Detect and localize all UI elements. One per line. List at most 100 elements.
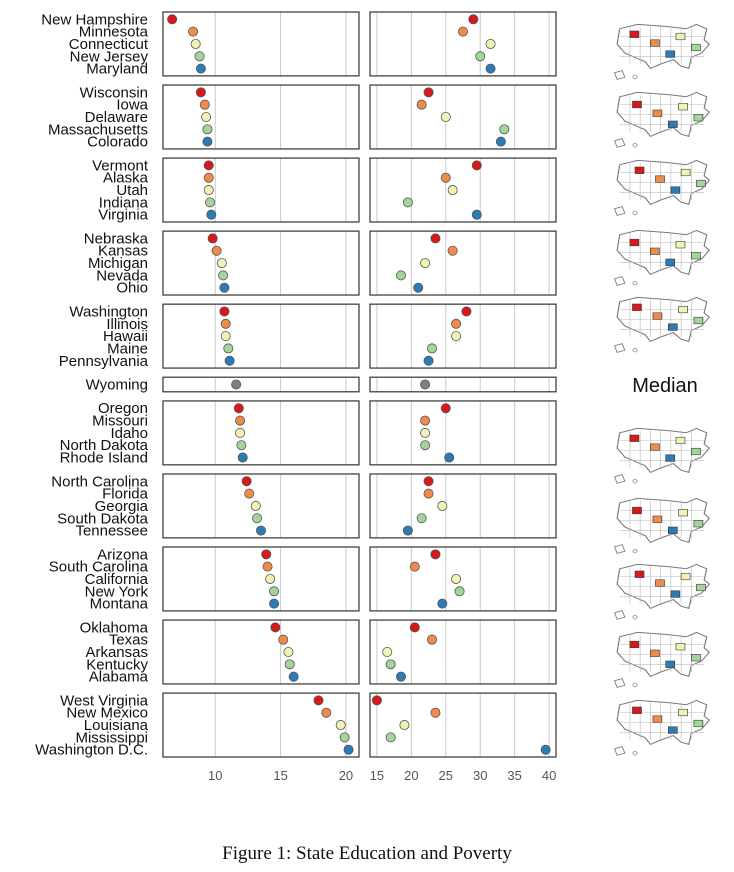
data-point (409, 561, 420, 572)
highlighted-state (632, 100, 642, 109)
data-point (495, 136, 506, 147)
group-band (370, 693, 556, 757)
data-point (426, 343, 437, 354)
highlighted-state (665, 660, 676, 668)
data-point (206, 209, 217, 220)
state-label: Arizona (97, 546, 149, 563)
data-point (402, 525, 413, 536)
data-point (395, 671, 406, 682)
state-label: Illinois (106, 316, 148, 333)
band-border (162, 303, 360, 369)
us-map-thumbnail (613, 427, 711, 484)
highlighted-state (675, 436, 686, 445)
highlighted-state (678, 509, 688, 517)
highlighted-state (652, 515, 663, 523)
highlighted-state (678, 305, 688, 314)
data-point (468, 14, 479, 25)
highlighted-state (667, 526, 678, 534)
data-point (231, 379, 242, 390)
highlighted-state (650, 443, 660, 451)
group-band (370, 377, 556, 392)
data-point (321, 707, 332, 718)
state-label: Delaware (85, 109, 148, 126)
data-point (451, 573, 462, 584)
highlighted-state (634, 570, 645, 578)
group-band (163, 158, 359, 222)
group-band (163, 693, 359, 757)
band-border (162, 376, 360, 393)
data-point (203, 160, 214, 171)
highlighted-state (652, 109, 663, 117)
band-border (369, 303, 557, 369)
data-point (440, 172, 451, 183)
data-point (237, 452, 248, 463)
data-point (382, 647, 393, 658)
state-label: Arkansas (85, 644, 148, 661)
data-point (236, 440, 247, 451)
band-border (369, 230, 557, 296)
state-label: North Carolina (51, 473, 148, 490)
data-point (409, 622, 420, 633)
highlighted-state (650, 247, 660, 255)
state-label: Alabama (89, 669, 149, 686)
highlighted-state (691, 43, 701, 52)
highlighted-state (678, 708, 688, 717)
group-band (163, 231, 359, 296)
x-tick-label: 20 (339, 768, 353, 783)
state-label: Montana (90, 596, 149, 613)
data-point (252, 513, 263, 524)
alaska-shape (613, 206, 626, 216)
data-point (220, 331, 231, 342)
state-label: Idaho (110, 425, 148, 442)
data-point (423, 355, 434, 366)
state-label: Ohio (116, 280, 148, 297)
data-point (430, 233, 441, 244)
state-label: Indiana (99, 194, 149, 211)
highlighted-state (675, 643, 686, 651)
highlighted-state (632, 506, 642, 515)
state-label: South Dakota (57, 510, 149, 527)
data-point (420, 427, 431, 438)
state-label: Virginia (98, 207, 148, 224)
state-label: Nebraska (84, 230, 149, 247)
highlighted-state (655, 579, 665, 587)
us-map-thumbnail (613, 497, 711, 554)
highlighted-state (667, 120, 678, 128)
highlighted-state (665, 258, 676, 266)
data-point (244, 488, 255, 499)
state-label: Minnesota (79, 24, 149, 41)
us-map-thumbnail (613, 159, 711, 216)
data-point (454, 586, 465, 597)
band-border (162, 157, 360, 223)
state-label: Nevada (96, 267, 148, 284)
data-point (202, 124, 213, 135)
data-point (262, 561, 273, 572)
highlighted-state (693, 520, 704, 528)
hawaii-shape (632, 143, 638, 148)
state-label: Iowa (116, 97, 148, 114)
highlighted-state (634, 166, 645, 174)
data-point (203, 172, 214, 183)
state-label: New Jersey (70, 48, 149, 65)
group-band (370, 231, 556, 296)
data-point (223, 343, 234, 354)
alaska-shape (613, 474, 626, 484)
band-border (162, 546, 360, 612)
data-point (269, 598, 280, 609)
highlighted-state (629, 434, 640, 442)
state-label: Kentucky (86, 656, 148, 673)
state-label: Florida (102, 486, 149, 503)
highlighted-state (675, 241, 686, 249)
highlighted-state (670, 590, 681, 598)
group-band (163, 304, 359, 369)
data-point (485, 63, 496, 74)
band-border (369, 619, 557, 685)
data-point (203, 185, 214, 196)
highlighted-state (665, 454, 676, 462)
x-tick-label: 40 (542, 768, 556, 783)
data-point (451, 331, 462, 342)
highlighted-state (629, 30, 640, 38)
data-point (420, 415, 431, 426)
state-label: New Hampshire (41, 11, 148, 28)
